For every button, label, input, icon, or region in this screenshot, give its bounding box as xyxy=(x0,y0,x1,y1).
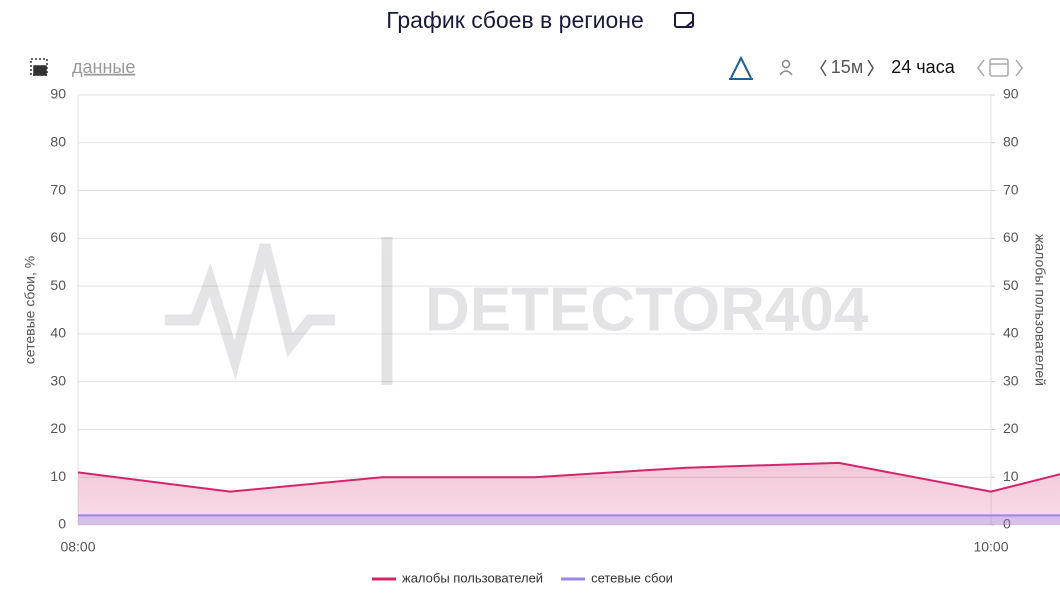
date-nav[interactable] xyxy=(977,58,1023,77)
y2-tick-label: 70 xyxy=(1003,181,1019,197)
watermark: DETECTOR404 xyxy=(165,237,869,385)
legend-label: сетевые сбои xyxy=(591,570,673,585)
y2-tick-label: 50 xyxy=(1003,277,1019,293)
watermark-text: DETECTOR404 xyxy=(425,275,869,344)
y2-axis-label: жалобы пользователей xyxy=(1032,234,1048,386)
chart-type-icon[interactable] xyxy=(729,55,753,80)
y2-tick-label: 90 xyxy=(1003,86,1019,102)
y2-tick-label: 80 xyxy=(1003,133,1019,149)
series-area xyxy=(78,515,1060,525)
interval-brackets xyxy=(820,59,874,77)
legend-label: жалобы пользователей xyxy=(402,570,543,585)
y2-tick-label: 20 xyxy=(1003,420,1019,436)
screenshot-icon[interactable] xyxy=(30,58,48,76)
y-tick-label: 40 xyxy=(50,325,66,341)
y-tick-label: 60 xyxy=(50,229,66,245)
y2-tick-label: 60 xyxy=(1003,229,1019,245)
y2-tick-label: 30 xyxy=(1003,372,1019,388)
y-tick-label: 0 xyxy=(58,516,66,532)
watermark-logo xyxy=(165,237,393,385)
range-button[interactable]: 24 часа xyxy=(891,57,955,77)
y-tick-label: 20 xyxy=(50,420,66,436)
title-icon xyxy=(674,12,694,28)
interval-button[interactable]: 15м xyxy=(831,57,863,77)
y-tick-label: 10 xyxy=(50,468,66,484)
y2-tick-label: 10 xyxy=(1003,468,1019,484)
y2-tick-label: 40 xyxy=(1003,325,1019,341)
series-area xyxy=(78,462,1060,525)
x-tick-label: 08:00 xyxy=(60,539,95,555)
y-tick-label: 90 xyxy=(50,86,66,102)
y-tick-label: 50 xyxy=(50,277,66,293)
data-link[interactable]: данные xyxy=(72,57,135,77)
y-tick-label: 80 xyxy=(50,133,66,149)
y-axis-label: сетевые сбои, % xyxy=(22,256,38,364)
y-tick-label: 70 xyxy=(50,181,66,197)
x-tick-label: 10:00 xyxy=(973,539,1008,555)
y-tick-label: 30 xyxy=(50,372,66,388)
user-icon[interactable] xyxy=(779,59,793,76)
page-title: График сбоев в регионе xyxy=(386,7,644,33)
